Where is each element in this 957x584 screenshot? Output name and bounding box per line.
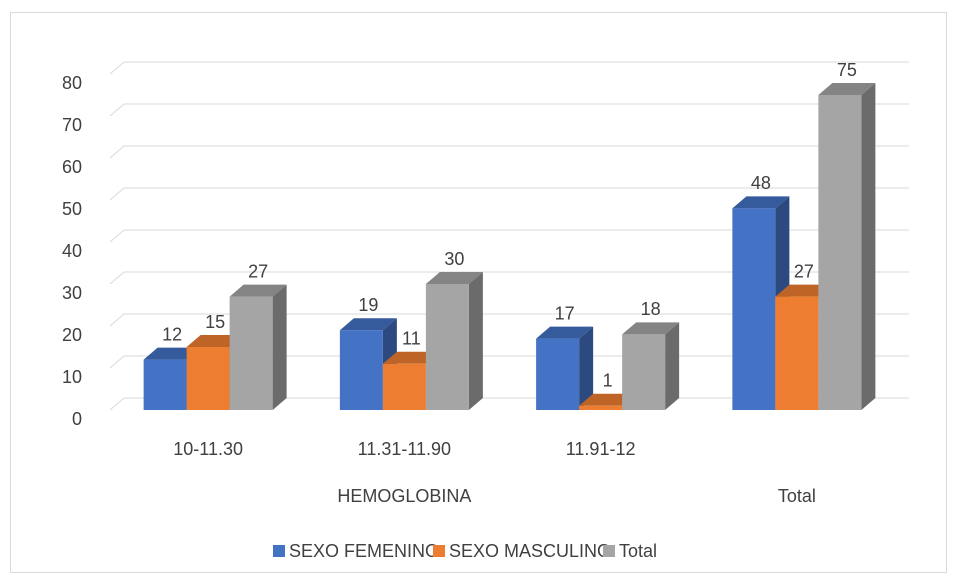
group-label: Total	[778, 486, 816, 506]
data-label: 30	[444, 249, 464, 269]
bar	[818, 95, 862, 410]
bar-top	[339, 318, 397, 331]
bar	[622, 334, 666, 410]
grid-line	[109, 61, 909, 75]
bar-top	[425, 272, 483, 284]
data-label: 12	[162, 324, 182, 344]
bar	[382, 363, 426, 410]
bar-top	[143, 347, 201, 360]
grid-line	[109, 313, 909, 327]
y-tick-label: 10	[62, 367, 82, 387]
data-label: 18	[641, 299, 661, 319]
bar	[339, 330, 383, 410]
bar-side	[272, 284, 287, 410]
bar-top	[579, 393, 637, 406]
y-tick-label: 20	[62, 325, 82, 345]
bar	[186, 347, 230, 410]
legend-swatch	[273, 545, 285, 557]
bar	[775, 296, 819, 410]
y-tick-label: 50	[62, 199, 82, 219]
bar-top	[186, 335, 244, 347]
data-label: 11	[402, 329, 421, 349]
bar	[425, 284, 469, 410]
group-label: HEMOGLOBINA	[337, 486, 471, 506]
data-label: 17	[555, 303, 575, 323]
bar-top	[622, 322, 680, 335]
bar-side	[468, 272, 483, 410]
bar-side	[579, 326, 594, 410]
y-tick-label: 40	[62, 241, 82, 261]
x-tick-label: 11.91-12	[566, 439, 636, 459]
y-tick-label: 0	[72, 409, 82, 429]
data-label: 15	[205, 312, 225, 332]
bar	[579, 405, 623, 410]
grid-line	[109, 187, 909, 201]
bar	[143, 359, 187, 410]
data-label: 19	[358, 295, 378, 315]
data-label: 48	[751, 173, 771, 193]
legend-label: SEXO FEMENINO	[289, 541, 439, 561]
y-tick-label: 30	[62, 283, 82, 303]
bar-top	[536, 326, 594, 339]
x-tick-label: 10-11.30	[173, 439, 243, 459]
data-label: 75	[837, 60, 857, 80]
x-tick-label: 11.31-11.90	[358, 439, 451, 459]
bar-top	[229, 284, 287, 297]
grid-line	[109, 145, 909, 159]
data-label: 27	[794, 261, 814, 281]
grid-line	[109, 103, 909, 117]
bar-top	[732, 196, 790, 209]
y-tick-label: 60	[62, 157, 82, 177]
bar-top	[382, 351, 440, 364]
y-tick-label: 80	[62, 73, 82, 93]
bar	[229, 296, 273, 410]
data-label: 1	[603, 371, 613, 391]
legend-swatch	[433, 545, 445, 557]
bar-side	[665, 322, 680, 410]
legend-label: SEXO MASCULINO	[449, 541, 611, 561]
bar	[732, 208, 776, 410]
grid-line	[109, 229, 909, 243]
bar-top	[818, 83, 876, 95]
y-tick-label: 70	[62, 115, 82, 135]
legend-label: Total	[619, 541, 657, 561]
data-label: 27	[248, 261, 268, 281]
bar-side	[861, 83, 876, 410]
bar	[536, 338, 580, 410]
legend-swatch	[603, 545, 615, 557]
grid-line	[109, 271, 909, 285]
bar-top	[775, 284, 833, 297]
